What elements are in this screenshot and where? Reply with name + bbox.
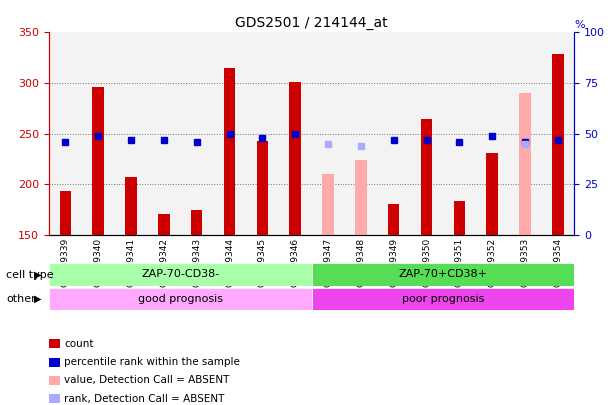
FancyBboxPatch shape [312, 288, 574, 310]
Text: percentile rank within the sample: percentile rank within the sample [64, 357, 240, 367]
Bar [49, 32, 82, 235]
Bar [345, 32, 377, 235]
Bar [158, 214, 170, 235]
Bar [486, 153, 498, 235]
Text: count: count [64, 339, 93, 349]
Text: ▶: ▶ [34, 270, 42, 279]
Text: ▶: ▶ [34, 294, 42, 304]
Text: good prognosis: good prognosis [137, 294, 223, 304]
Bar [453, 201, 465, 235]
Text: other: other [6, 294, 36, 304]
Bar [191, 210, 202, 235]
Bar [388, 203, 400, 235]
FancyBboxPatch shape [312, 263, 574, 286]
Text: %: % [574, 20, 585, 30]
Bar [82, 32, 115, 235]
Bar [552, 54, 564, 235]
Text: ZAP-70+CD38+: ZAP-70+CD38+ [398, 269, 488, 279]
Bar [92, 87, 104, 235]
Bar [421, 119, 433, 235]
Text: poor prognosis: poor prognosis [402, 294, 484, 304]
Text: cell type: cell type [6, 270, 54, 279]
Bar [443, 32, 476, 235]
Bar [147, 32, 180, 235]
Bar [213, 32, 246, 235]
FancyBboxPatch shape [49, 288, 312, 310]
Bar [377, 32, 410, 235]
Bar [224, 68, 235, 235]
Bar [410, 32, 443, 235]
Bar [290, 82, 301, 235]
Text: ZAP-70-CD38-: ZAP-70-CD38- [141, 269, 219, 279]
Bar [541, 32, 574, 235]
Bar [59, 191, 71, 235]
Bar [114, 32, 147, 235]
Bar [322, 174, 334, 235]
Bar [246, 32, 279, 235]
Bar [355, 160, 367, 235]
Bar [476, 32, 508, 235]
Bar [519, 93, 531, 235]
Bar [125, 177, 137, 235]
Bar [312, 32, 345, 235]
Bar [257, 141, 268, 235]
FancyBboxPatch shape [49, 263, 312, 286]
Bar [180, 32, 213, 235]
Text: rank, Detection Call = ABSENT: rank, Detection Call = ABSENT [64, 394, 224, 403]
Bar [508, 32, 541, 235]
Text: value, Detection Call = ABSENT: value, Detection Call = ABSENT [64, 375, 230, 385]
Bar [279, 32, 312, 235]
Title: GDS2501 / 214144_at: GDS2501 / 214144_at [235, 16, 388, 30]
